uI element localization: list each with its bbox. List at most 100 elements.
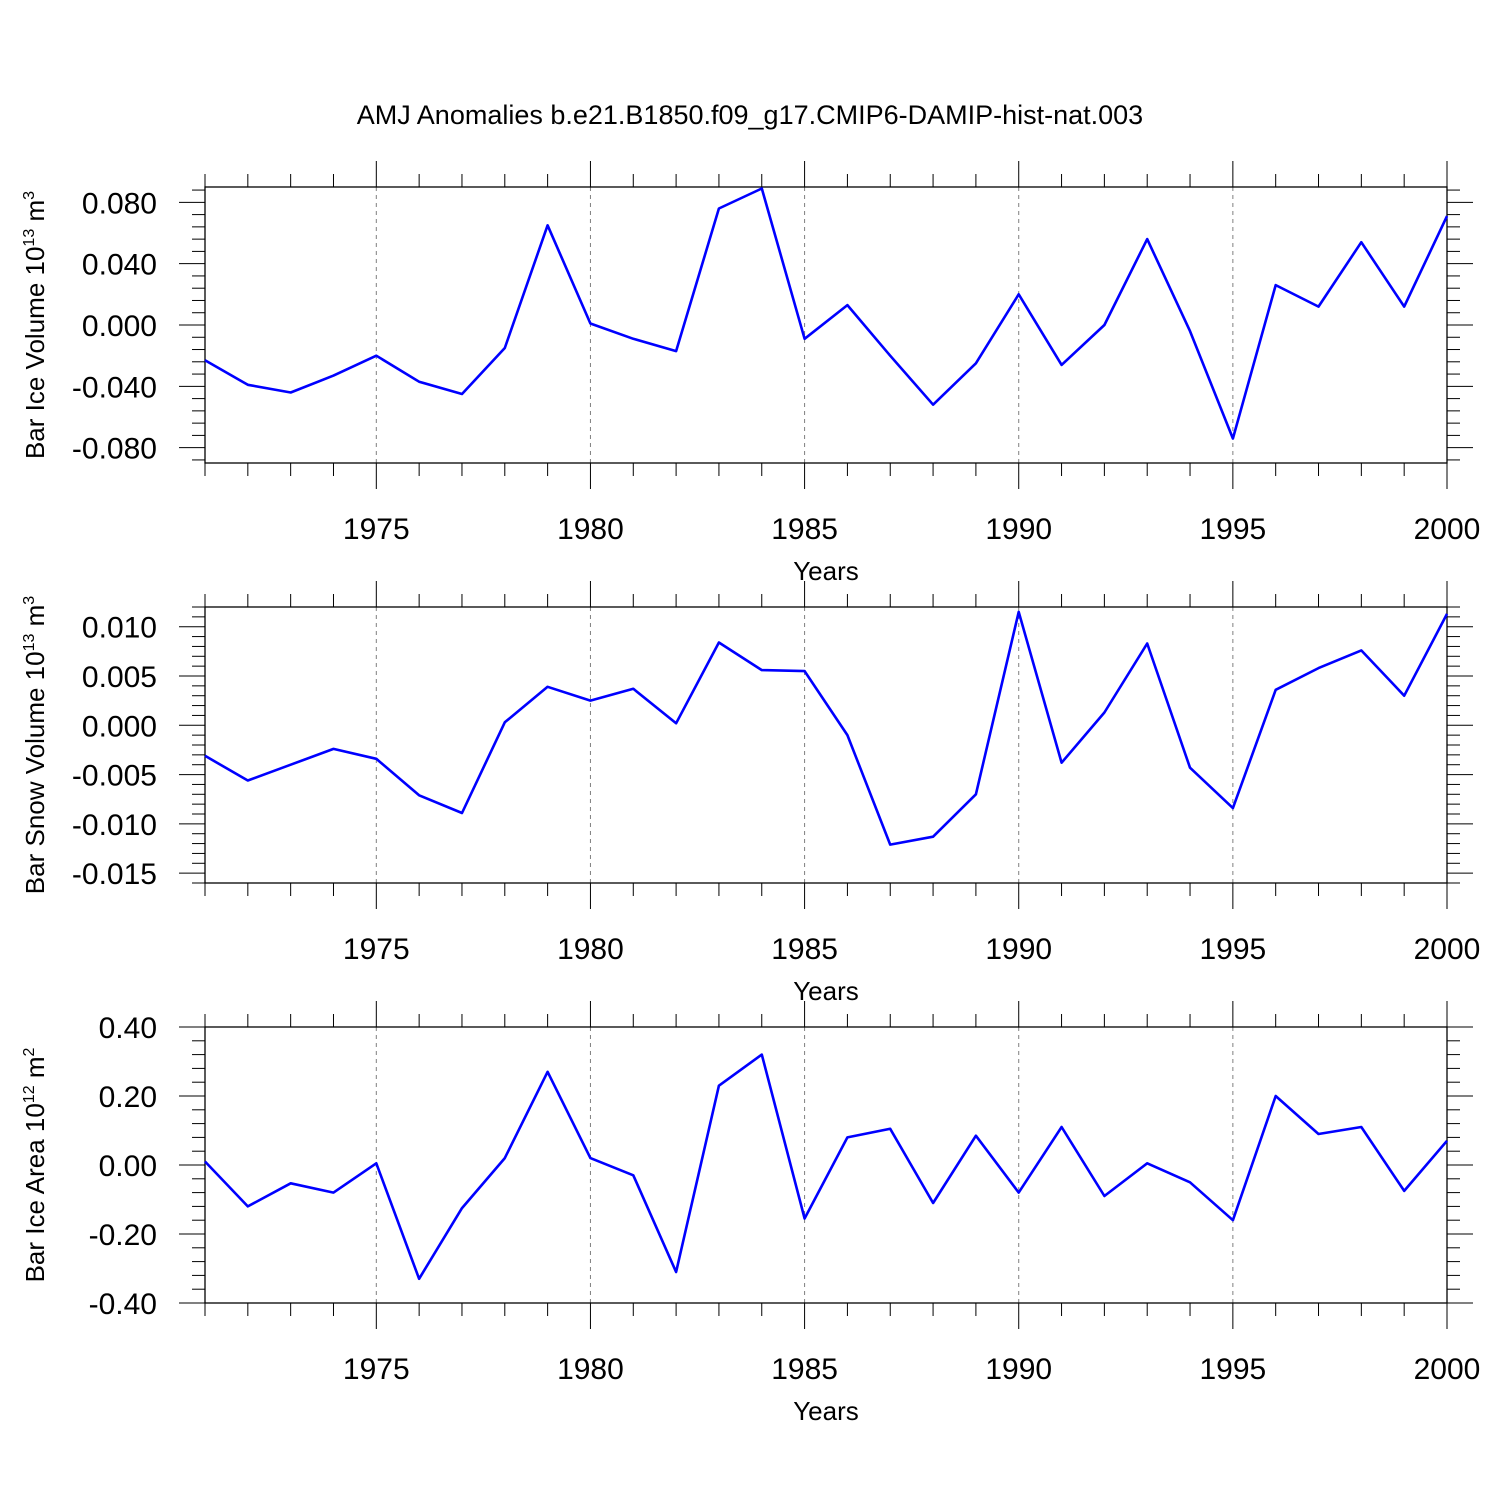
data-point: [203, 754, 207, 758]
data-point: [674, 349, 678, 353]
data-point: [631, 337, 635, 341]
data-point: [1274, 1094, 1278, 1098]
x-tick-label: 1975: [343, 1353, 410, 1386]
data-point: [503, 1156, 507, 1160]
data-point: [1145, 1161, 1149, 1165]
data-point: [588, 321, 592, 325]
data-point: [246, 1204, 250, 1208]
data-point: [1317, 666, 1321, 670]
data-point: [1445, 612, 1449, 616]
panel-3: -0.40 -0.20 0.00 0.20 0.40 1975 1980 1985 1990 19…: [20, 1001, 1480, 1426]
y-tick-label: -0.015: [72, 858, 157, 891]
data-point: [1145, 641, 1149, 645]
x-tick-label: 1985: [771, 933, 838, 966]
data-point: [374, 354, 378, 358]
y-tick-label: 0.005: [82, 661, 157, 694]
data-point: [203, 358, 207, 362]
data-point: [503, 346, 507, 350]
x-tick-label: 1980: [557, 1353, 624, 1386]
data-point: [1102, 323, 1106, 327]
figure-title: AMJ Anomalies b.e21.B1850.f09_g17.CMIP6-…: [357, 100, 1143, 130]
data-point: [1060, 761, 1064, 765]
data-point: [631, 687, 635, 691]
data-point: [1317, 305, 1321, 309]
y-tick-label: 0.20: [99, 1081, 157, 1114]
x-tick-label: 1995: [1199, 933, 1266, 966]
data-point: [717, 206, 721, 210]
data-point: [246, 383, 250, 387]
data-point: [974, 1134, 978, 1138]
data-point: [1188, 766, 1192, 770]
data-point: [717, 1084, 721, 1088]
panels: -0.080 -0.040 0.000 0.040 0.080 1975 1980 1985 1…: [20, 161, 1480, 1426]
data-point: [1102, 1194, 1106, 1198]
data-point: [289, 1181, 293, 1185]
data-point: [1402, 305, 1406, 309]
data-point: [888, 1127, 892, 1131]
x-tick-label: 1975: [343, 933, 410, 966]
y-tick-label: -0.20: [89, 1219, 157, 1252]
data-point: [931, 1201, 935, 1205]
data-point: [1359, 648, 1363, 652]
data-point: [460, 811, 464, 815]
data-point: [1188, 329, 1192, 333]
y-tick-label: 0.040: [82, 249, 157, 282]
x-axis-title: Years: [793, 976, 859, 1006]
data-point: [717, 640, 721, 644]
data-point: [1274, 688, 1278, 692]
data-point: [1402, 694, 1406, 698]
plot-frame: [204, 1026, 1448, 1304]
data-point: [588, 699, 592, 703]
y-tick-label: -0.40: [89, 1288, 157, 1321]
plot-frame: [204, 606, 1448, 884]
y-tick-label: 0.000: [82, 710, 157, 743]
data-point: [845, 1135, 849, 1139]
data-point: [803, 1216, 807, 1220]
data-point: [1188, 1180, 1192, 1184]
y-axis-title: Bar Snow Volume 1013 m3: [20, 596, 50, 895]
data-point: [803, 669, 807, 673]
y-tick-label: 0.010: [82, 612, 157, 645]
data-point: [760, 668, 764, 672]
data-point: [803, 337, 807, 341]
data-point: [1017, 1191, 1021, 1195]
data-point: [503, 720, 507, 724]
data-point: [1231, 1218, 1235, 1222]
data-point: [246, 778, 250, 782]
data-point: [1102, 710, 1106, 714]
x-tick-label: 2000: [1414, 933, 1481, 966]
data-point: [760, 187, 764, 191]
x-tick-label: 1985: [771, 513, 838, 546]
data-point: [1445, 214, 1449, 218]
y-tick-label: -0.040: [72, 371, 157, 404]
y-tick-label: 0.40: [99, 1012, 157, 1045]
data-point: [845, 733, 849, 737]
data-point: [546, 223, 550, 227]
y-tick-label: 0.00: [99, 1150, 157, 1183]
data-point: [289, 390, 293, 394]
data-point: [1060, 1125, 1064, 1129]
series-line: [204, 187, 1449, 440]
data-point: [760, 1053, 764, 1057]
data-point: [203, 1160, 207, 1164]
data-point: [845, 303, 849, 307]
x-tick-label: 1980: [557, 513, 624, 546]
series-line: [204, 610, 1449, 846]
x-tick-label: 1985: [771, 1353, 838, 1386]
x-tick-label: 1980: [557, 933, 624, 966]
data-point: [1402, 1189, 1406, 1193]
data-point: [974, 361, 978, 365]
data-point: [417, 380, 421, 384]
y-tick-label: 0.000: [82, 310, 157, 343]
data-point: [888, 354, 892, 358]
y-axis-title: Bar Ice Volume 1013 m3: [20, 191, 50, 459]
plot-frame: [204, 186, 1448, 464]
data-point: [1359, 240, 1363, 244]
data-point: [674, 721, 678, 725]
y-axis-title: Bar Ice Area 1012 m2: [20, 1047, 50, 1282]
data-point: [1060, 363, 1064, 367]
data-point: [888, 843, 892, 847]
data-point: [460, 392, 464, 396]
data-point: [1274, 283, 1278, 287]
data-point: [1231, 806, 1235, 810]
